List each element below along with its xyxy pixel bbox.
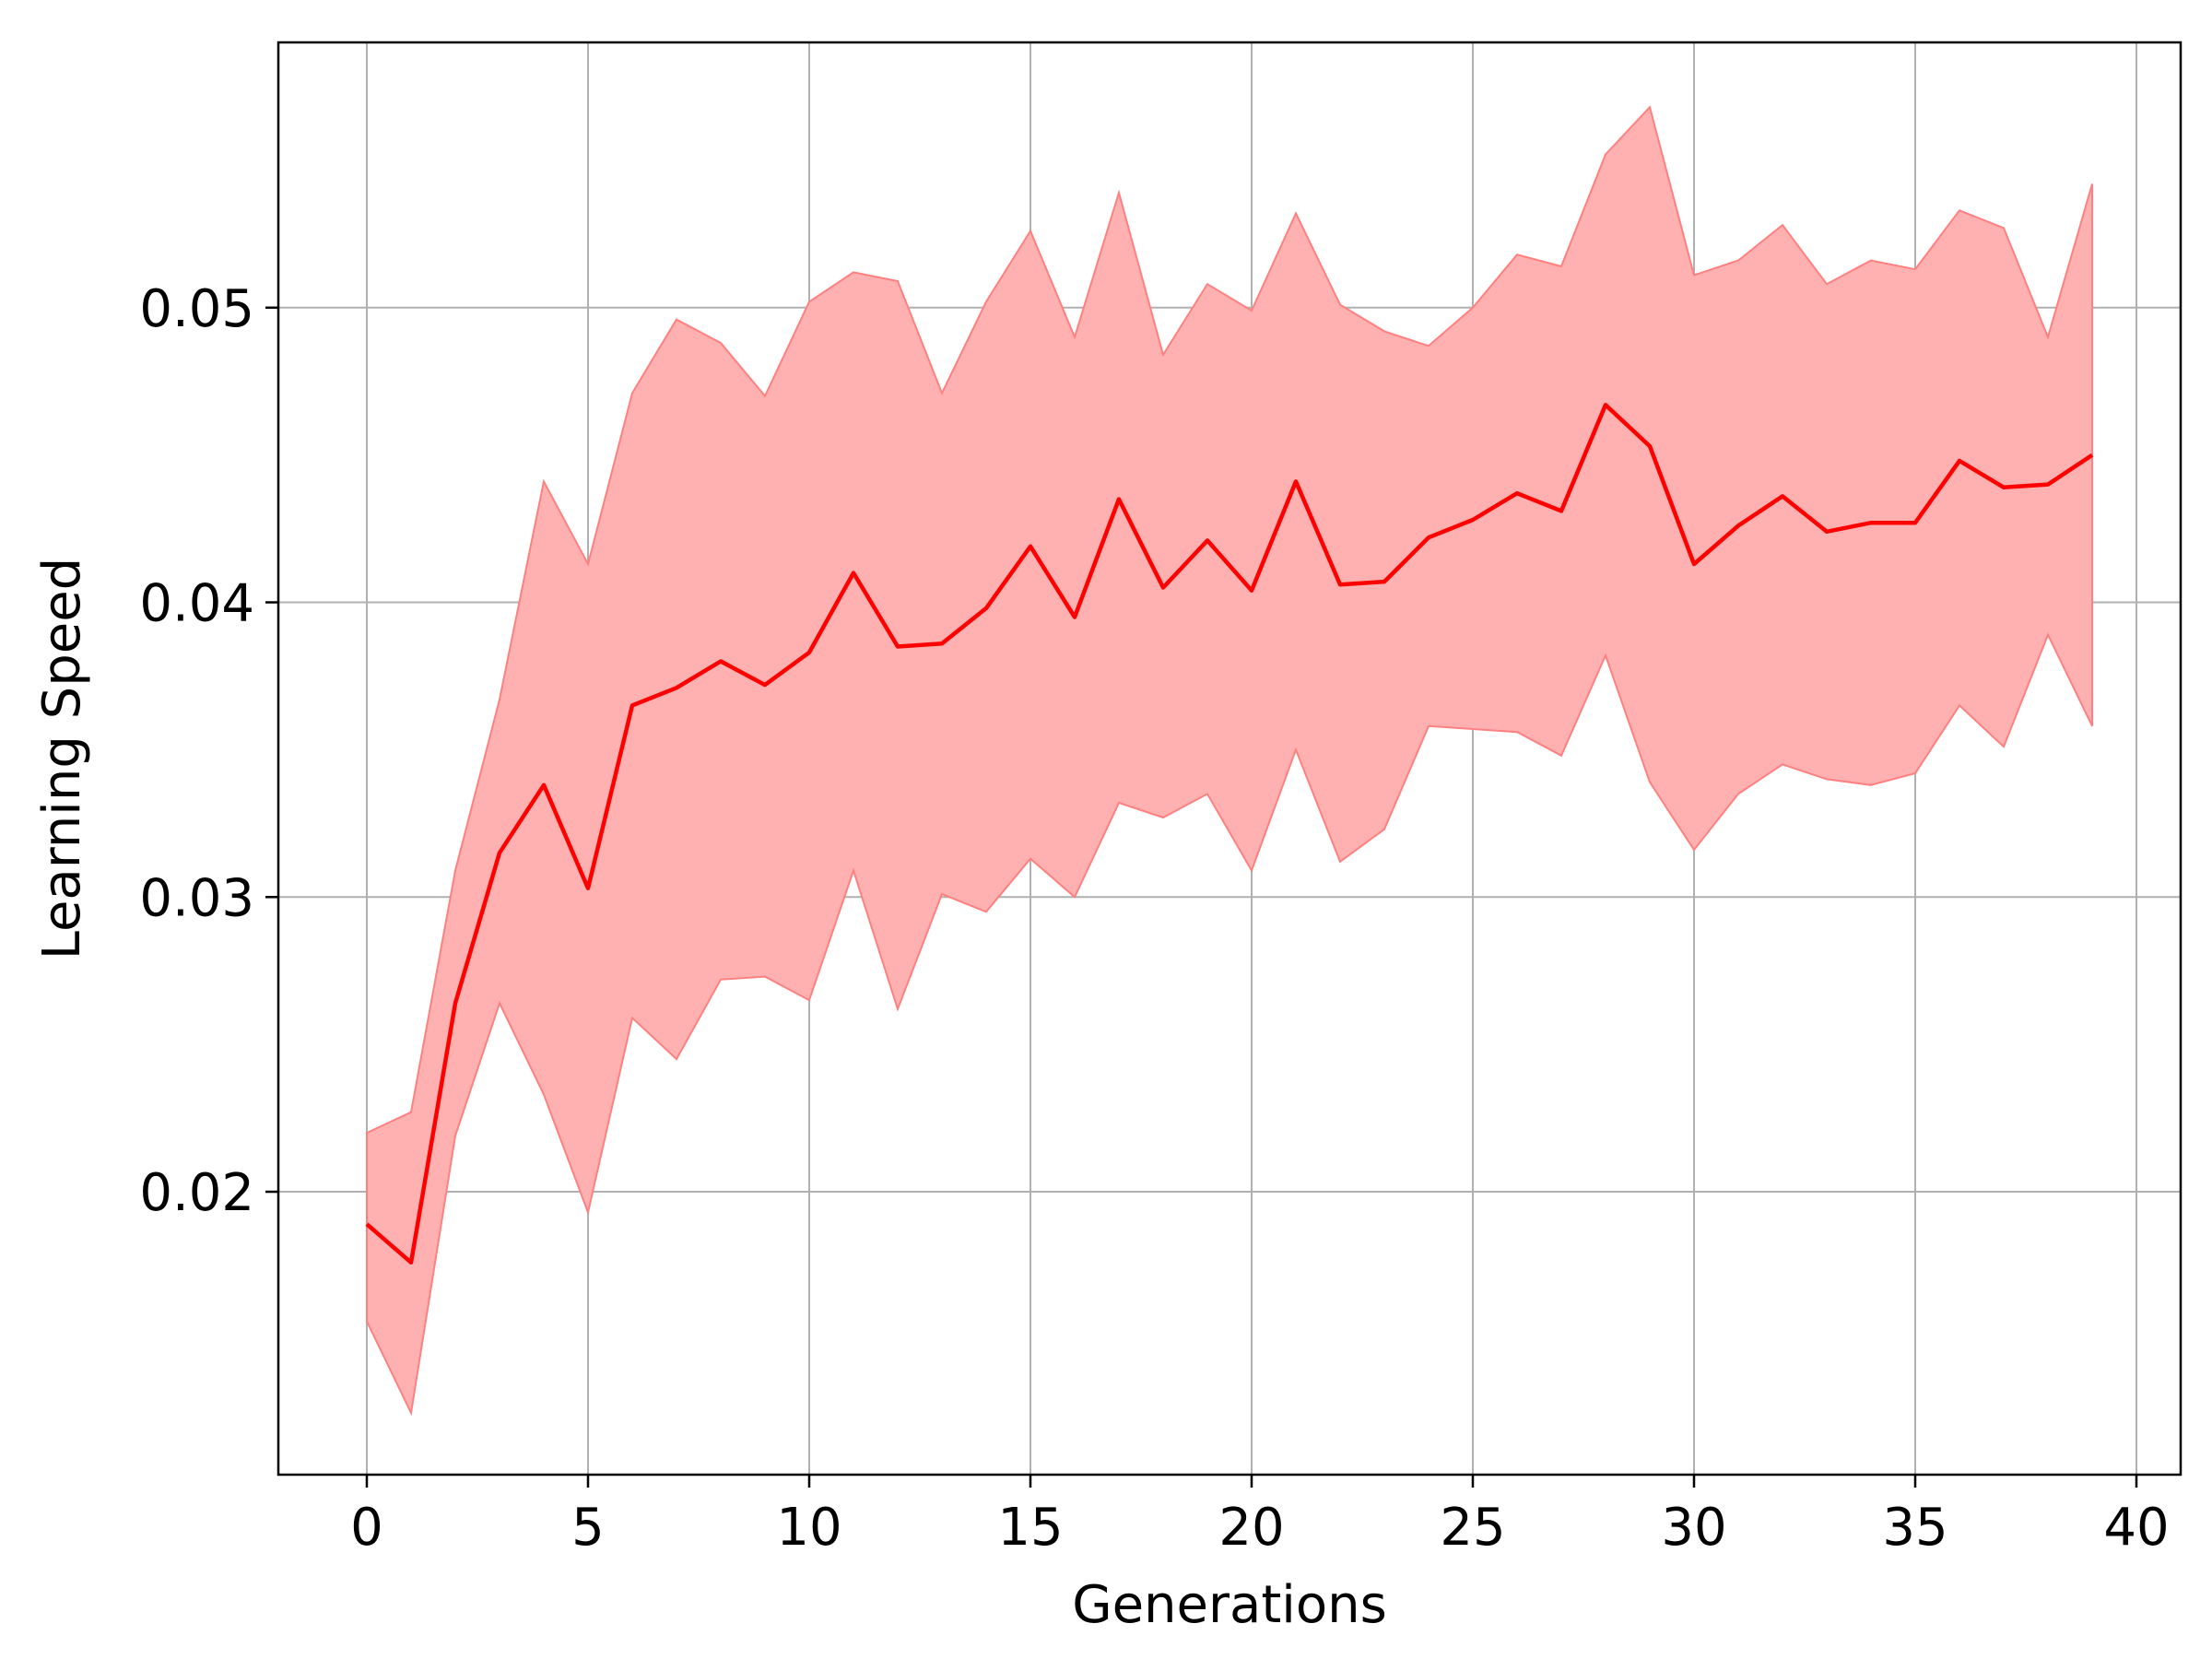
x-tick-label-0: 0 bbox=[350, 1498, 383, 1558]
y-tick-label-2: 0.04 bbox=[139, 574, 254, 634]
x-tick-label-4: 20 bbox=[1218, 1498, 1284, 1558]
x-tick-label-5: 25 bbox=[1440, 1498, 1505, 1558]
x-tick-label-7: 35 bbox=[1882, 1498, 1947, 1558]
x-tick-label-2: 10 bbox=[776, 1498, 841, 1558]
x-tick-label-8: 40 bbox=[2103, 1498, 2169, 1558]
series-line-layer bbox=[365, 403, 2094, 1265]
confidence-band bbox=[366, 105, 2093, 1417]
y-tick-label-0: 0.02 bbox=[139, 1163, 254, 1223]
y-axis-label: Learning Speed bbox=[32, 558, 92, 959]
x-axis-label: Generations bbox=[1072, 1575, 1387, 1635]
x-tick-label-1: 5 bbox=[571, 1498, 605, 1558]
x-tick-label-6: 30 bbox=[1661, 1498, 1726, 1558]
y-tick-label-3: 0.05 bbox=[139, 279, 254, 339]
ticks: 0 5 10 15 20 25 30 35 40 0.02 0.03 0.04 0.05 bbox=[139, 279, 2169, 1558]
confidence-band-layer bbox=[366, 105, 2093, 1417]
y-tick-label-1: 0.03 bbox=[139, 868, 254, 928]
series-line bbox=[365, 403, 2094, 1265]
x-tick-label-3: 15 bbox=[997, 1498, 1063, 1558]
axes-frame bbox=[276, 41, 2183, 1477]
